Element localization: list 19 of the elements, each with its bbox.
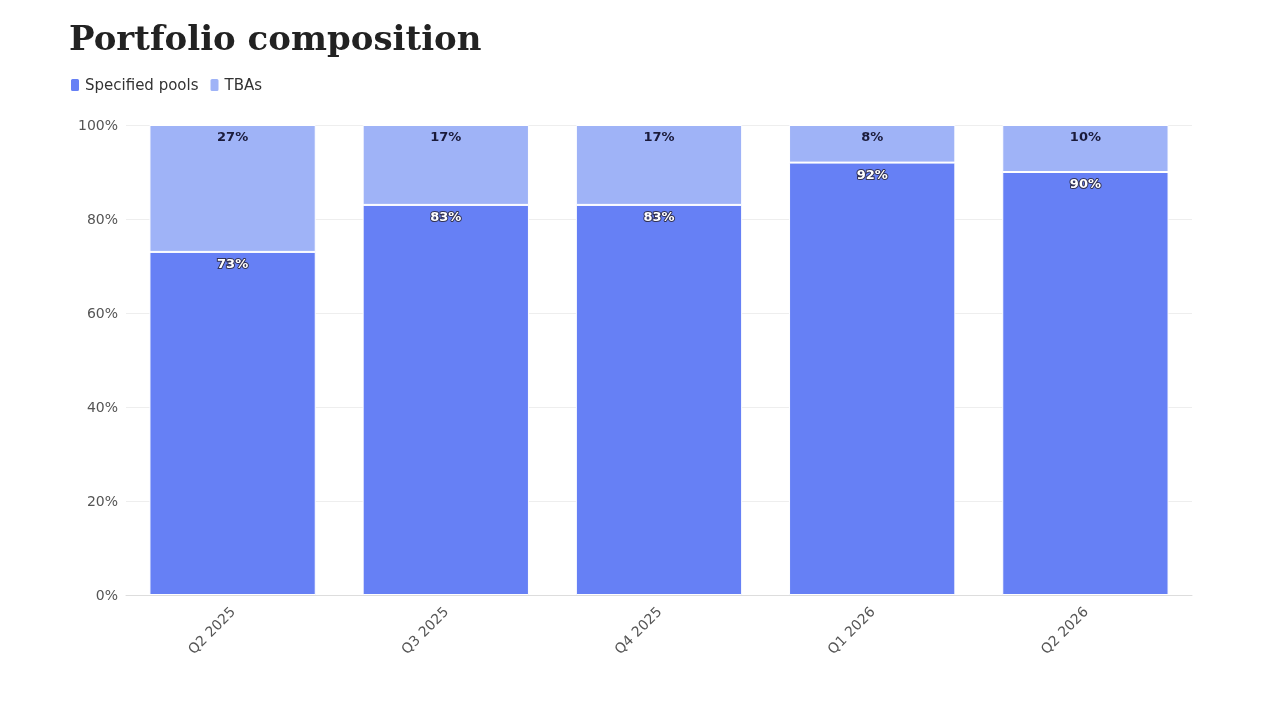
y-tick-label: 80% bbox=[86, 211, 118, 227]
y-tick-label: 60% bbox=[86, 305, 118, 321]
data-label: 27% bbox=[217, 129, 249, 144]
data-label: 73% bbox=[217, 255, 249, 271]
data-label: 83% bbox=[430, 208, 462, 224]
data-label: 83% bbox=[643, 208, 675, 224]
legend-label: Specified pools bbox=[85, 76, 199, 94]
y-tick-label: 20% bbox=[86, 493, 118, 509]
data-label: 8% bbox=[861, 129, 884, 144]
chart-title: Portfolio composition bbox=[69, 18, 482, 58]
y-tick-label: 40% bbox=[86, 399, 118, 415]
y-tick-label: 0% bbox=[95, 587, 118, 603]
data-label: 17% bbox=[643, 129, 675, 144]
data-label: 10% bbox=[1069, 129, 1101, 144]
data-label: 90% bbox=[1069, 176, 1101, 191]
legend-label: TBAs bbox=[223, 76, 263, 94]
y-tick-label: 100% bbox=[77, 117, 118, 133]
data-label: 17% bbox=[430, 129, 462, 144]
data-label: 92% bbox=[856, 166, 888, 182]
